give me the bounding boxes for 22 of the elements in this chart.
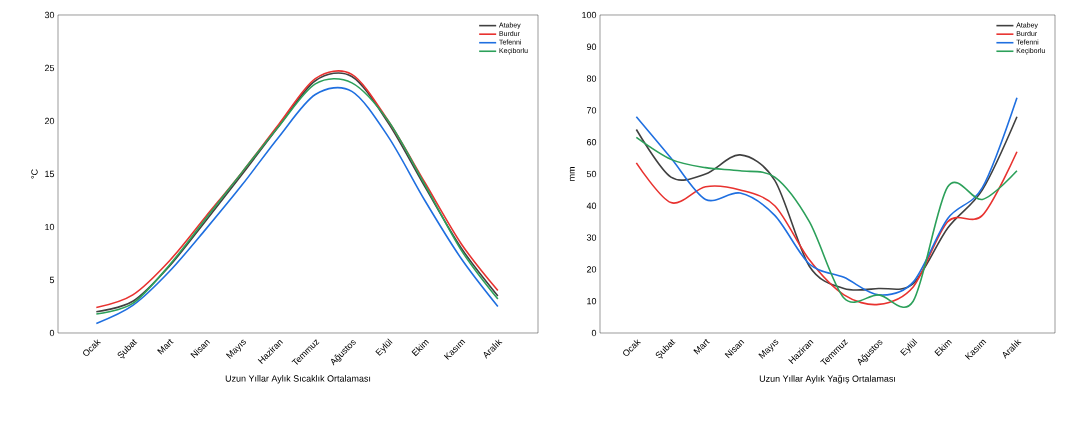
x-axis-title: Uzun Yıllar Aylık Yağış Ortalaması: [759, 375, 895, 384]
y-tick-label: 100: [582, 11, 597, 19]
y-tick-label: 40: [586, 202, 597, 209]
y-tick-label: 0: [49, 329, 55, 337]
y-tick-label: 25: [44, 64, 55, 72]
y-tick-label: 30: [586, 234, 597, 241]
y-tick-label: 20: [44, 117, 55, 125]
y-axis-title: °C: [31, 169, 38, 179]
y-tick-label: 90: [586, 43, 597, 50]
y-tick-label: 10: [587, 298, 597, 305]
y-tick-label: 70: [586, 107, 597, 114]
y-tick-label: 0: [591, 329, 597, 337]
y-tick-label: 80: [586, 75, 597, 82]
y-tick-label: 60: [586, 139, 597, 146]
y-axis-title: mm: [569, 167, 575, 181]
y-tick-label: 15: [45, 170, 55, 178]
y-tick-label: 20: [586, 266, 597, 273]
y-tick-label: 30: [44, 11, 55, 19]
y-tick-label: 10: [45, 223, 55, 231]
x-axis-title: Uzun Yıllar Aylık Sıcaklık Ortalaması: [225, 375, 371, 384]
y-tick-label: 5: [49, 276, 55, 284]
y-tick-label: 50: [586, 170, 597, 178]
